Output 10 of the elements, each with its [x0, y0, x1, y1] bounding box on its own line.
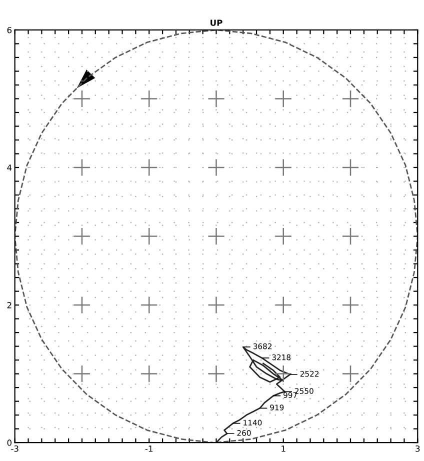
- y-tick-label: 4: [7, 164, 12, 171]
- y-tick-label: 6: [7, 26, 12, 34]
- y-tick-label: 0: [7, 440, 12, 446]
- x-tick-label: -1: [145, 446, 152, 452]
- x-tick-label: 1: [282, 446, 286, 452]
- y-tick-label: 2: [7, 302, 12, 308]
- x-tick-label: -3: [11, 445, 18, 452]
- line-series: [14, 30, 418, 443]
- x-tick-label: 3: [416, 445, 420, 452]
- chart-title: UP: [210, 20, 222, 26]
